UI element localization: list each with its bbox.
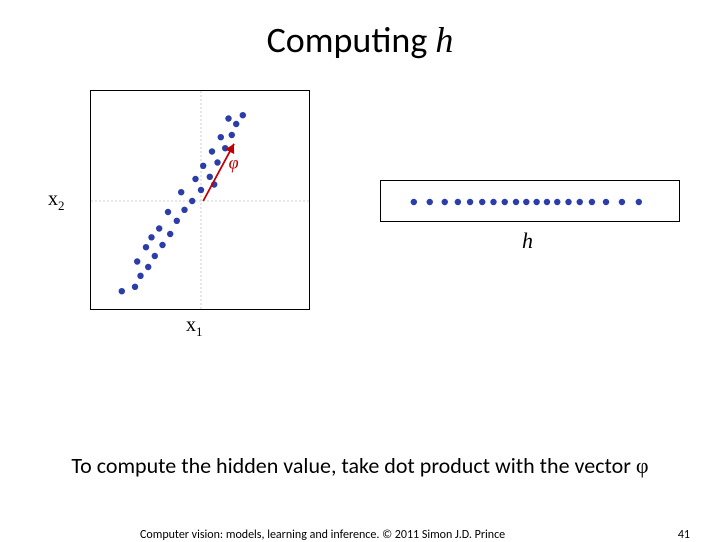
x-axis-label: x1 bbox=[186, 314, 203, 340]
caption-phi: φ bbox=[636, 453, 649, 478]
title-prefix: Computing bbox=[267, 18, 436, 62]
svg-text:φ: φ bbox=[229, 152, 239, 172]
caption: To compute the hidden value, take dot pr… bbox=[0, 452, 720, 479]
projection-plot bbox=[380, 180, 680, 222]
scatter-plot: φ bbox=[90, 90, 310, 310]
caption-text: To compute the hidden value, take dot pr… bbox=[71, 452, 636, 479]
scatter-svg: φ bbox=[91, 91, 311, 311]
title-variable: h bbox=[435, 20, 453, 60]
figure-area: x2 φ x1 h bbox=[0, 80, 720, 420]
h-axis-label: h bbox=[522, 228, 533, 254]
y-axis-label: x2 bbox=[48, 188, 65, 214]
slide-title: Computing h bbox=[0, 0, 720, 62]
projection-svg bbox=[381, 181, 681, 223]
